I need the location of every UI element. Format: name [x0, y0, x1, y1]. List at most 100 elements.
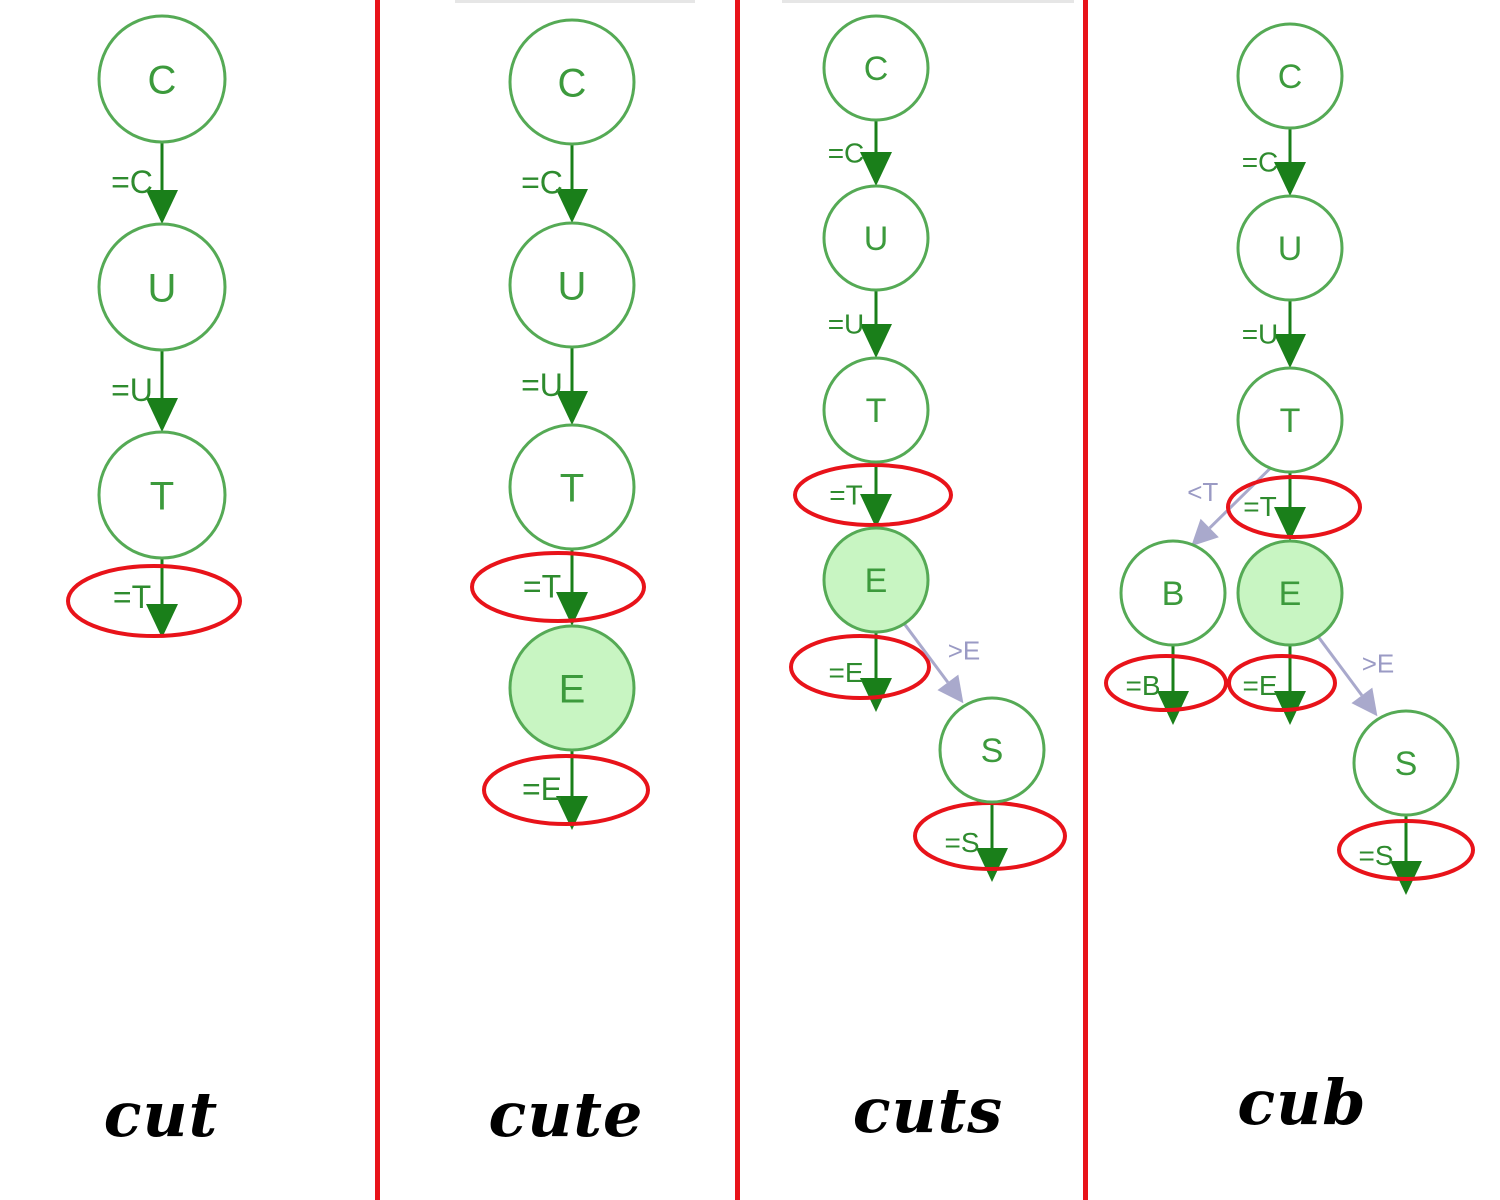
arrowhead-icon	[1191, 518, 1219, 547]
equal-edge-e	[556, 750, 588, 830]
edge-label-t: =T	[113, 579, 151, 615]
highlight-ellipse	[1104, 654, 1228, 712]
branch-label: >E	[1362, 649, 1395, 679]
arrowhead-icon	[976, 848, 1008, 882]
node-circle	[508, 221, 636, 349]
edge-label-t: =T	[523, 568, 561, 604]
tree-node-s: S	[938, 696, 1046, 804]
tree-node-c: C	[1236, 22, 1344, 130]
edge-label-c: =C	[111, 164, 153, 200]
edge-line	[903, 623, 950, 684]
node-circle	[938, 696, 1046, 804]
arrowhead-icon	[556, 796, 588, 830]
highlight-ellipse	[1337, 819, 1475, 881]
edge-label-u: =U	[521, 367, 563, 403]
node-label: U	[864, 220, 889, 258]
word-label-cut: cut	[103, 1078, 219, 1151]
tree-node-u: U	[822, 184, 930, 292]
arrowhead-icon	[1351, 687, 1378, 717]
node-label: U	[558, 264, 587, 308]
node-circle	[508, 18, 636, 146]
node-label: T	[150, 474, 174, 518]
panel-divider	[735, 0, 740, 1200]
tree-node-t: T	[97, 430, 227, 560]
edge-label-s: =S	[1358, 840, 1393, 871]
edge-label-u: =U	[111, 372, 153, 408]
highlight-ellipse	[66, 564, 242, 638]
panel-top-bar	[782, 0, 1074, 3]
equal-edge-e	[860, 632, 892, 712]
word-label-cute: cute	[488, 1078, 644, 1151]
edge-line	[1208, 463, 1276, 530]
arrowhead-icon	[556, 391, 588, 425]
branch-label: <T	[1187, 477, 1218, 507]
node-label: C	[148, 58, 177, 102]
node-circle	[97, 430, 227, 560]
tree-node-u: U	[508, 221, 636, 349]
arrowhead-icon	[937, 674, 964, 704]
equal-edge-u	[146, 350, 178, 432]
equal-edge-u	[556, 347, 588, 425]
highlight-ellipse	[1227, 654, 1337, 712]
arrowhead-icon	[860, 152, 892, 186]
edge-label-u: =U	[828, 308, 865, 339]
node-circle	[822, 184, 930, 292]
node-label: B	[1162, 575, 1185, 613]
highlight-ellipse	[789, 634, 931, 700]
node-circle	[1236, 22, 1344, 130]
highlight-ellipse	[470, 551, 646, 623]
edge-label-e: =E	[522, 771, 562, 807]
node-label: E	[865, 562, 888, 600]
node-label: C	[864, 50, 889, 88]
node-circle	[822, 356, 930, 464]
node-circle	[97, 222, 227, 352]
edge-line	[1317, 636, 1364, 697]
arrowhead-icon	[860, 494, 892, 528]
node-label: S	[1395, 745, 1418, 783]
tree-node-t: T	[822, 356, 930, 464]
node-circle	[97, 14, 227, 144]
tree-node-t: T	[1236, 366, 1344, 474]
edge-label-c: =C	[1242, 146, 1279, 177]
tree-node-t: T	[508, 423, 636, 551]
node-circle	[1236, 194, 1344, 302]
highlight-ellipse	[1226, 475, 1362, 539]
equal-edge-u	[1274, 300, 1306, 368]
tree-node-u: U	[1236, 194, 1344, 302]
edge-label-u: =U	[1242, 318, 1279, 349]
node-label: E	[1279, 575, 1302, 613]
edge-label-t: =T	[829, 479, 862, 510]
branch-edge-e-s	[903, 623, 964, 704]
branch-edge-t-b	[1191, 463, 1276, 547]
node-label: U	[148, 266, 177, 310]
word-label-cuts: cuts	[852, 1074, 1004, 1147]
node-label: T	[866, 392, 887, 430]
node-circle	[822, 14, 930, 122]
word-label-cub: cub	[1237, 1066, 1367, 1139]
highlight-ellipse	[482, 754, 650, 826]
node-label: T	[560, 466, 584, 510]
node-circle	[1236, 366, 1344, 474]
equal-edge-s	[1390, 815, 1422, 895]
edge-label-e: =E	[828, 657, 863, 688]
edge-label-e: =E	[1242, 670, 1277, 701]
edge-label-s: =S	[944, 827, 979, 858]
edge-label-b: =B	[1125, 670, 1160, 701]
arrowhead-icon	[1274, 334, 1306, 368]
arrowhead-icon	[860, 324, 892, 358]
node-circle	[508, 624, 636, 752]
edge-label-c: =C	[828, 137, 865, 168]
node-circle	[508, 423, 636, 551]
tree-node-s: S	[1352, 709, 1460, 817]
tree-node-b: B	[1119, 539, 1227, 647]
node-label: C	[1278, 58, 1303, 96]
node-circle	[1119, 539, 1227, 647]
node-label: S	[981, 732, 1004, 770]
arrowhead-icon	[1274, 507, 1306, 541]
equal-edge-c	[860, 120, 892, 186]
tree-node-c: C	[822, 14, 930, 122]
equal-edge-t	[860, 462, 892, 528]
equal-edge-s	[976, 802, 1008, 882]
arrowhead-icon	[146, 604, 178, 638]
